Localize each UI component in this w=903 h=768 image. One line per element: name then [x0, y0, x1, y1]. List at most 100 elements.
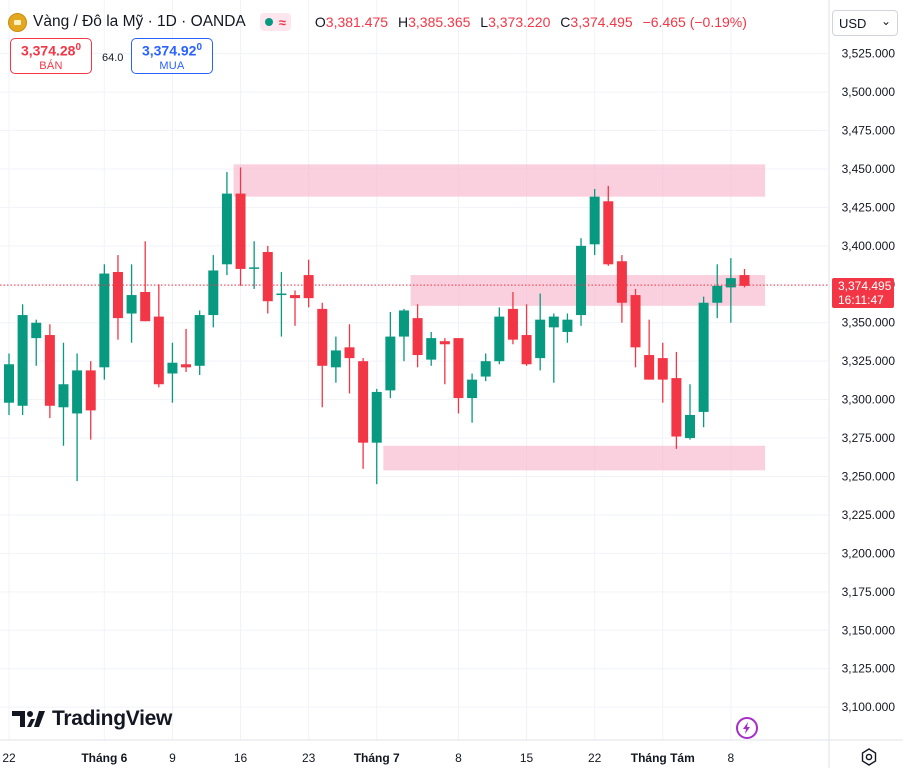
candle-down[interactable]: [181, 328, 192, 372]
sell-price-pip: 0: [75, 42, 82, 53]
candle-up[interactable]: [208, 255, 219, 328]
spread-value: 64.0: [102, 52, 124, 64]
candle-up[interactable]: [698, 296, 709, 428]
candle-body: [344, 347, 355, 359]
price-tick-label: 3,425.000: [842, 200, 896, 214]
candle-body: [385, 336, 396, 391]
price-zone[interactable]: [383, 445, 766, 471]
market-status-pill[interactable]: ≈: [259, 13, 291, 31]
time-tick-label: Tháng 6: [81, 751, 127, 765]
chevron-down-icon: ⌄: [880, 14, 891, 28]
wave-icon: ≈: [278, 14, 286, 30]
candle-up[interactable]: [589, 188, 600, 256]
candle-up[interactable]: [72, 353, 83, 482]
time-tick-label: 22: [2, 751, 16, 765]
price-zone[interactable]: [410, 275, 766, 306]
candle-down[interactable]: [739, 268, 750, 288]
candle-up[interactable]: [398, 308, 409, 362]
candle-down[interactable]: [657, 342, 668, 403]
candle-up[interactable]: [685, 384, 695, 440]
candle-up[interactable]: [167, 342, 178, 403]
candle-body: [630, 295, 641, 348]
time-tick-label: 9: [169, 751, 176, 765]
candle-up[interactable]: [221, 172, 232, 276]
candle-down[interactable]: [344, 324, 355, 394]
candle-up[interactable]: [548, 313, 559, 383]
gear-icon[interactable]: [860, 748, 878, 766]
candle-down[interactable]: [112, 255, 123, 340]
tradingview-logo[interactable]: TradingView: [12, 707, 172, 731]
candle-body: [44, 335, 55, 406]
candle-body: [426, 338, 437, 360]
price-axis[interactable]: 3,100.000 3,125.000 3,150.000 3,175.000 3,20…: [828, 0, 896, 768]
lightning-icon[interactable]: [736, 717, 758, 739]
candle-down[interactable]: [521, 304, 532, 366]
low-value: 3,373.220: [488, 14, 551, 30]
candle-body: [262, 252, 273, 302]
candle-up[interactable]: [712, 264, 723, 319]
candle-body: [249, 267, 260, 269]
candle-up[interactable]: [58, 342, 69, 446]
price-tick-label: 3,400.000: [842, 239, 896, 253]
candle-up[interactable]: [194, 310, 205, 376]
candle-down[interactable]: [303, 259, 314, 308]
candle-down[interactable]: [153, 284, 164, 388]
candle-body: [589, 196, 600, 245]
candle-up[interactable]: [4, 353, 14, 415]
candlestick-series[interactable]: [4, 167, 750, 485]
candle-down[interactable]: [262, 245, 273, 314]
candle-up[interactable]: [576, 238, 587, 326]
candle-up[interactable]: [249, 241, 260, 289]
candle-down[interactable]: [439, 338, 450, 385]
candle-down[interactable]: [290, 290, 301, 326]
price-tick-label: 3,325.000: [842, 354, 896, 368]
candle-up[interactable]: [494, 307, 505, 365]
candle-up[interactable]: [330, 336, 341, 383]
candle-down[interactable]: [44, 324, 55, 419]
candle-down[interactable]: [453, 338, 464, 414]
time-axis[interactable]: 22 Tháng 6 9 16 23 Tháng 7 8 15 22 Tháng Tám 8: [0, 739, 903, 765]
candle-up[interactable]: [535, 293, 546, 371]
sell-button[interactable]: 3,374.280 BÁN: [10, 38, 92, 74]
candle-body: [412, 318, 423, 356]
ohlc-values: O3,381.475 H3,385.365 L3,373.220 C3,374.…: [309, 14, 747, 30]
candle-up[interactable]: [371, 388, 382, 485]
symbol-title[interactable]: Vàng / Đô la Mỹ · 1D · OANDA: [33, 13, 246, 30]
candle-body: [167, 362, 178, 374]
candle-body: [290, 295, 301, 299]
price-tick-label: 3,275.000: [842, 431, 896, 445]
candle-up[interactable]: [385, 311, 396, 399]
candle-down[interactable]: [412, 304, 423, 368]
candle-down[interactable]: [616, 255, 627, 323]
candle-body: [453, 338, 464, 399]
candle-up[interactable]: [562, 313, 573, 343]
candle-up[interactable]: [467, 373, 478, 423]
candle-down[interactable]: [85, 361, 96, 440]
candle-up[interactable]: [17, 304, 28, 415]
candle-down[interactable]: [358, 358, 369, 469]
price-tick-label: 3,200.000: [842, 546, 896, 560]
candle-up[interactable]: [725, 258, 736, 323]
candle-down[interactable]: [603, 185, 614, 266]
candle-down[interactable]: [644, 319, 655, 380]
candle-up[interactable]: [276, 271, 287, 337]
candle-down[interactable]: [317, 302, 328, 408]
candle-body: [221, 193, 232, 265]
candle-up[interactable]: [480, 353, 491, 382]
candle-down[interactable]: [140, 241, 151, 322]
buy-price-main: 3,374.92: [141, 42, 197, 59]
candle-up[interactable]: [99, 264, 110, 380]
candle-up[interactable]: [126, 264, 137, 343]
low-label: L: [480, 14, 489, 30]
candle-down[interactable]: [235, 167, 246, 286]
buy-button[interactable]: 3,374.920 MUA: [131, 38, 213, 74]
sell-label: BÁN: [39, 59, 63, 72]
candle-down[interactable]: [671, 351, 682, 449]
price-zone[interactable]: [233, 164, 766, 197]
candle-down[interactable]: [507, 291, 518, 345]
candle-up[interactable]: [426, 331, 437, 366]
candle-down[interactable]: [630, 288, 641, 368]
currency-select[interactable]: USD ⌄: [832, 10, 898, 36]
candle-up[interactable]: [31, 319, 42, 366]
